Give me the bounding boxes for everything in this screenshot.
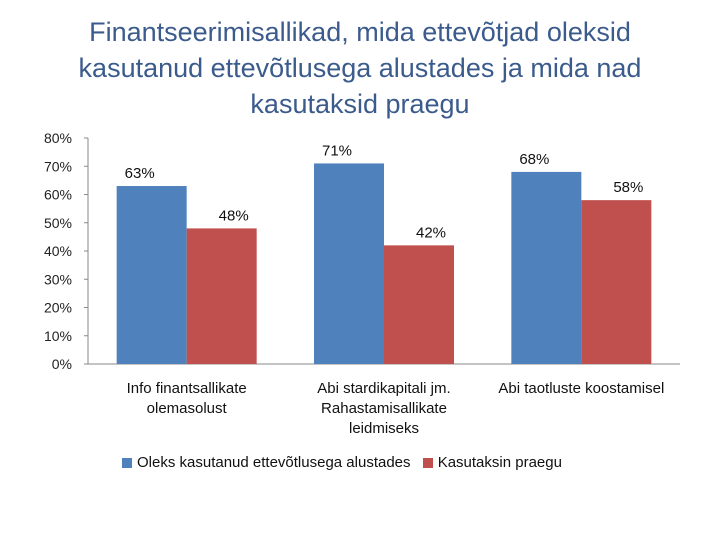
legend-item-series-1: Oleks kasutanud ettevõtlusega alustades bbox=[122, 454, 411, 471]
y-tick-label: 60% bbox=[44, 187, 72, 203]
legend: Oleks kasutanud ettevõtlusega alustades … bbox=[122, 454, 570, 472]
bar-series-1-cat-3 bbox=[511, 171, 582, 364]
legend-label-series-1: Oleks kasutanud ettevõtlusega alustades bbox=[137, 454, 411, 471]
chart-title-line-1: Finantseerimisallikad, mida ettevõtjad o… bbox=[89, 17, 631, 47]
x-category-label: olemasolust bbox=[147, 400, 228, 417]
data-label: 68% bbox=[519, 151, 549, 168]
bar-series-2-cat-1 bbox=[186, 228, 257, 364]
x-category-label: Abi stardikapitali jm. bbox=[317, 380, 450, 397]
y-tick-label: 80% bbox=[44, 130, 72, 146]
bar-series-1-cat-2 bbox=[314, 163, 384, 364]
bar-series-2-cat-3 bbox=[581, 200, 652, 364]
bar-series-1-cat-1 bbox=[116, 186, 187, 364]
x-category-label: Rahastamisallikate bbox=[321, 400, 447, 417]
y-tick-label: 30% bbox=[44, 271, 72, 287]
y-tick-label: 10% bbox=[44, 328, 72, 344]
legend-item-series-2: Kasutaksin praegu bbox=[422, 454, 562, 471]
data-label: 48% bbox=[219, 207, 249, 224]
y-tick-label: 20% bbox=[44, 300, 72, 316]
data-label: 71% bbox=[322, 142, 352, 159]
y-tick-label: 50% bbox=[44, 215, 72, 231]
data-label: 42% bbox=[416, 224, 446, 241]
x-category-label: Info finantsallikate bbox=[127, 380, 247, 397]
legend-swatch-series-1 bbox=[122, 457, 132, 468]
legend-swatch-series-2 bbox=[422, 457, 433, 468]
chart-title-line-2: kasutanud ettevõtlusega alustades ja mid… bbox=[78, 53, 642, 83]
data-label: 63% bbox=[125, 165, 155, 182]
data-label: 58% bbox=[613, 179, 643, 196]
y-tick-label: 0% bbox=[52, 356, 72, 372]
chart-title-line-3: kasutaksid praegu bbox=[250, 89, 470, 119]
x-category-label: leidmiseks bbox=[349, 420, 419, 437]
bar-series-2-cat-2 bbox=[384, 245, 454, 364]
x-category-label: Abi taotluste koostamisel bbox=[498, 380, 664, 397]
y-tick-label: 40% bbox=[44, 243, 72, 259]
chart-title: Finantseerimisallikad, mida ettevõtjad o… bbox=[40, 14, 680, 122]
legend-label-series-2: Kasutaksin praegu bbox=[437, 454, 562, 471]
y-tick-label: 70% bbox=[44, 158, 72, 174]
